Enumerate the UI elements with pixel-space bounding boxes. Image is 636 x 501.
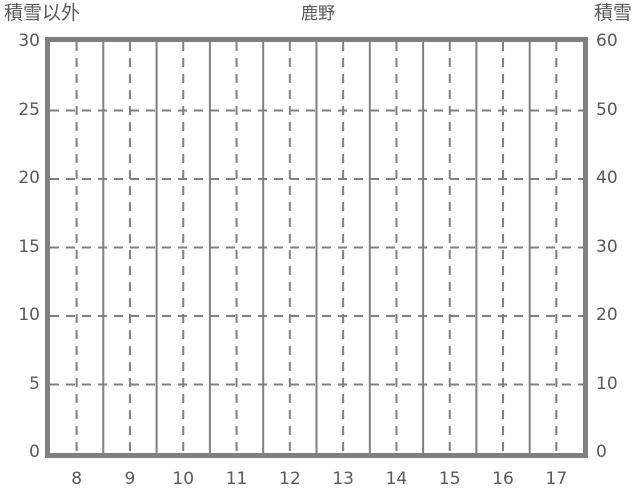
right-axis-tick-label: 50: [596, 99, 618, 120]
left-axis-tick-label: 10: [18, 305, 40, 325]
left-axis-tick-label: 0: [29, 442, 40, 462]
x-axis-tick-label: 16: [492, 469, 514, 489]
right-axis-tick-label: 10: [596, 373, 618, 394]
x-axis-tick-label: 9: [124, 469, 136, 489]
left-axis-tick-label: 25: [18, 99, 40, 120]
x-axis-tick-label: 12: [279, 469, 301, 489]
x-axis-tick-label: 8: [71, 469, 83, 489]
right-axis-tick-label: 0: [596, 442, 607, 462]
left-axis-tick-label: 5: [29, 373, 40, 394]
x-axis-tick-label: 14: [385, 469, 408, 489]
vertical-gridlines-minor: [77, 42, 557, 453]
x-axis-tick-label: 11: [225, 469, 248, 489]
left-axis-tick-label: 20: [18, 168, 40, 188]
horizontal-gridlines: [50, 111, 583, 385]
right-axis-tick-label: 30: [596, 236, 618, 257]
vertical-gridlines-major: [103, 42, 529, 453]
x-axis-tick-label: 17: [545, 469, 568, 489]
left-axis-tick-label: 15: [18, 236, 40, 257]
left-axis-title: 積雪以外: [4, 2, 81, 24]
right-axis-tick-label: 60: [596, 31, 618, 51]
grid-lines: [50, 42, 583, 453]
x-axis-tick-label: 10: [172, 469, 195, 489]
right-axis-tick-label: 40: [596, 168, 618, 188]
chart-title: 鹿野: [301, 4, 335, 24]
left-axis-tick-label: 30: [18, 31, 40, 51]
right-axis-title: 積雪: [593, 2, 632, 24]
x-axis-tick-label: 13: [332, 469, 354, 489]
plot-area: [45, 37, 588, 458]
x-axis-tick-label: 15: [438, 469, 461, 489]
right-axis-tick-label: 20: [596, 305, 618, 325]
